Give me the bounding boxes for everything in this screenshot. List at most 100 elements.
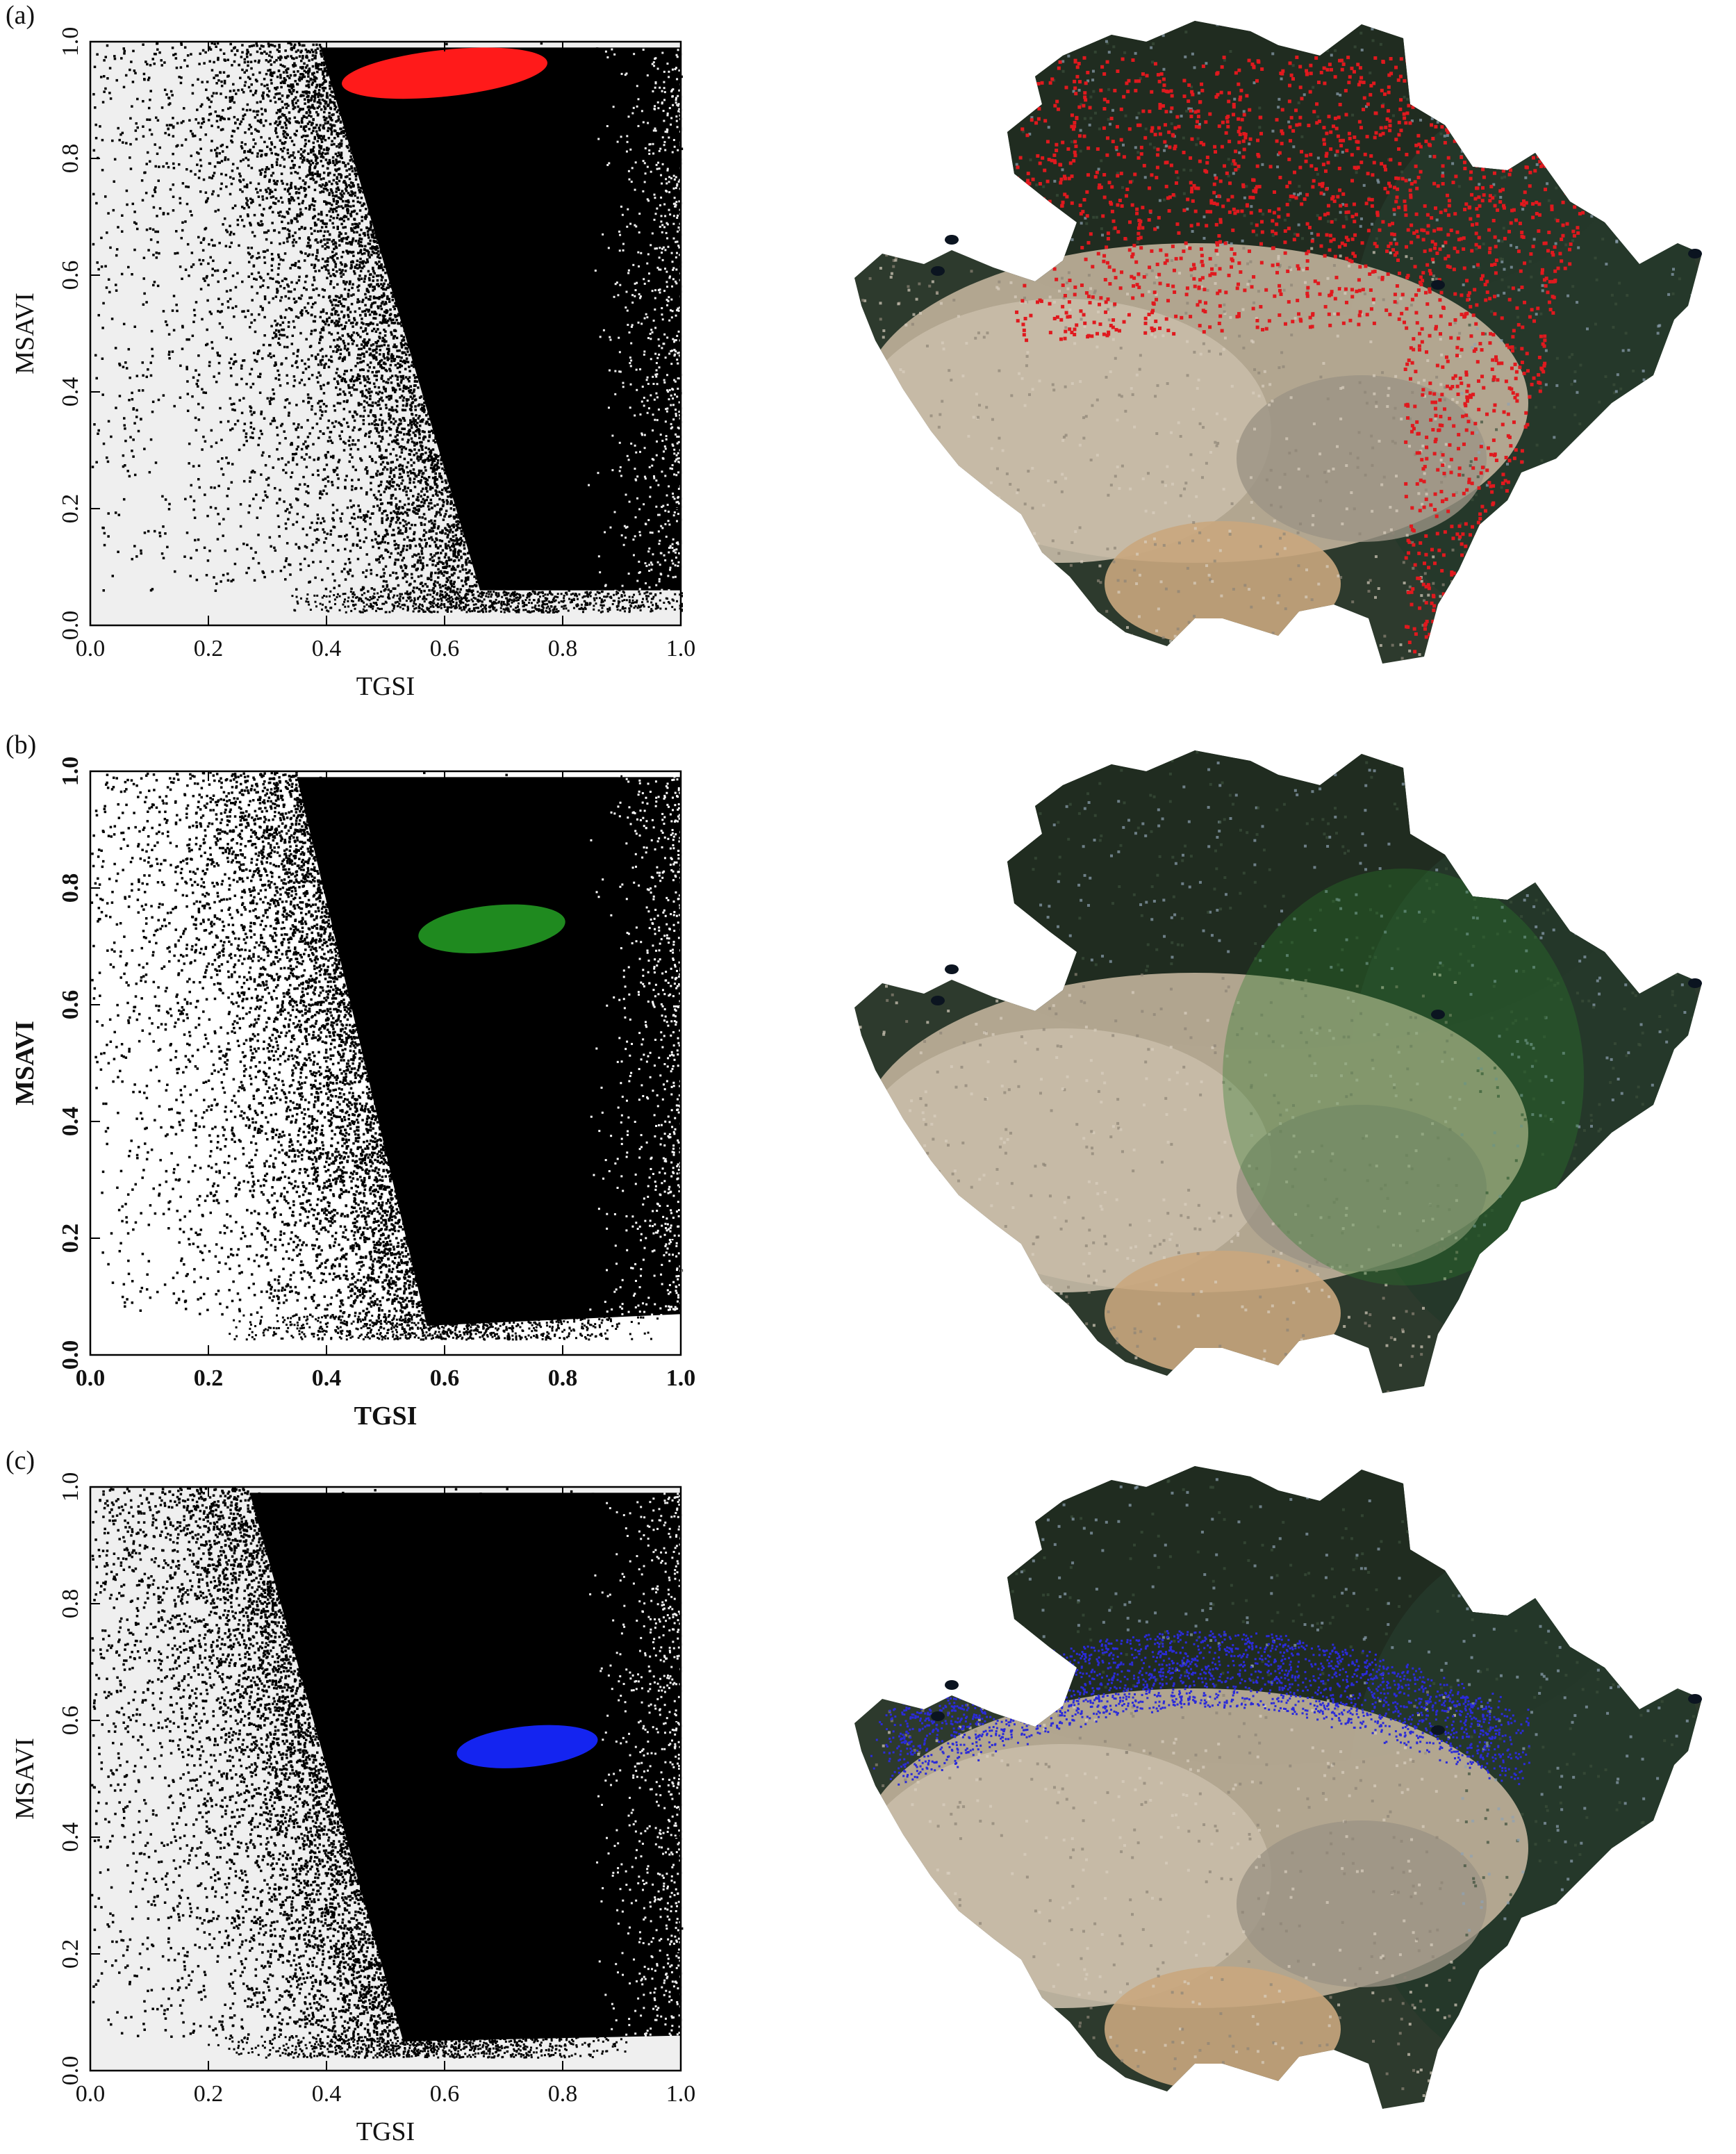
data-point (322, 489, 325, 492)
data-point (458, 549, 461, 552)
data-point (423, 330, 427, 333)
data-point (263, 315, 266, 319)
data-point (516, 250, 520, 253)
data-point (144, 191, 148, 195)
data-point (325, 148, 329, 151)
data-point (396, 366, 399, 370)
data-point (428, 435, 431, 438)
data-point (108, 67, 112, 69)
data-point (418, 543, 421, 546)
data-point (263, 140, 266, 144)
data-point (292, 297, 296, 300)
data-point (418, 588, 421, 591)
data-point (277, 341, 280, 345)
data-point (265, 478, 268, 481)
data-point (383, 106, 386, 109)
data-point (94, 106, 97, 109)
data-point (373, 236, 376, 239)
data-point (294, 261, 297, 265)
data-point (437, 454, 440, 458)
data-point (96, 261, 99, 264)
data-point (226, 495, 229, 498)
data-point (145, 163, 148, 165)
data-point (439, 531, 442, 534)
data-point (256, 352, 259, 356)
data-point (329, 431, 333, 434)
data-point (301, 66, 304, 69)
data-point (243, 422, 247, 425)
data-point (322, 392, 326, 395)
data-point (101, 357, 104, 361)
data-point (384, 288, 388, 291)
data-point (206, 514, 209, 518)
data-point (294, 264, 297, 268)
data-point (328, 295, 331, 298)
data-point (275, 120, 278, 123)
data-point (324, 477, 327, 480)
data-point (324, 188, 328, 190)
data-point (287, 518, 290, 520)
data-point (413, 486, 417, 488)
data-point (412, 417, 415, 420)
data-point (352, 439, 355, 442)
data-point (370, 512, 374, 515)
data-point (359, 249, 362, 253)
data-point (335, 252, 338, 255)
data-point (408, 478, 412, 482)
data-point (309, 148, 313, 151)
data-point (370, 223, 372, 227)
data-point (324, 222, 326, 225)
data-point (399, 388, 402, 391)
data-point (270, 252, 274, 256)
data-point (401, 464, 404, 468)
data-point (429, 553, 433, 556)
data-point (321, 151, 324, 154)
data-point (408, 365, 411, 368)
data-point (534, 227, 536, 230)
data-point (461, 568, 465, 571)
data-point (436, 461, 439, 465)
data-point (444, 543, 447, 545)
data-point (390, 397, 392, 400)
data-point (279, 139, 282, 142)
data-point (403, 419, 406, 422)
data-point (261, 432, 263, 436)
data-point (386, 356, 389, 359)
data-point (340, 154, 343, 156)
data-point (138, 389, 141, 392)
data-point (179, 81, 183, 85)
data-point (342, 281, 345, 284)
data-point (201, 81, 204, 83)
data-point (263, 490, 267, 493)
data-point (149, 90, 152, 92)
data-point (279, 299, 282, 302)
data-point (97, 429, 100, 432)
data-point (255, 278, 258, 281)
data-point (215, 155, 218, 158)
data-point (171, 350, 174, 353)
data-point (253, 235, 256, 238)
data-point (383, 534, 386, 537)
data-point (258, 313, 261, 316)
data-point (161, 495, 164, 498)
data-point (155, 252, 158, 254)
data-point (270, 71, 272, 74)
data-point (301, 202, 304, 204)
data-point (297, 105, 299, 108)
data-point (306, 254, 310, 257)
data-point (311, 199, 315, 202)
data-point (145, 375, 149, 379)
data-point (413, 564, 416, 566)
data-point (395, 318, 398, 322)
data-point (295, 281, 298, 284)
data-point (415, 452, 418, 455)
data-point (413, 374, 415, 377)
data-point (167, 97, 171, 100)
data-point (336, 509, 339, 512)
data-point (365, 401, 369, 404)
data-point (156, 230, 160, 233)
data-point (167, 508, 171, 511)
data-point (298, 76, 301, 79)
data-point (340, 217, 342, 220)
data-point (259, 173, 263, 176)
